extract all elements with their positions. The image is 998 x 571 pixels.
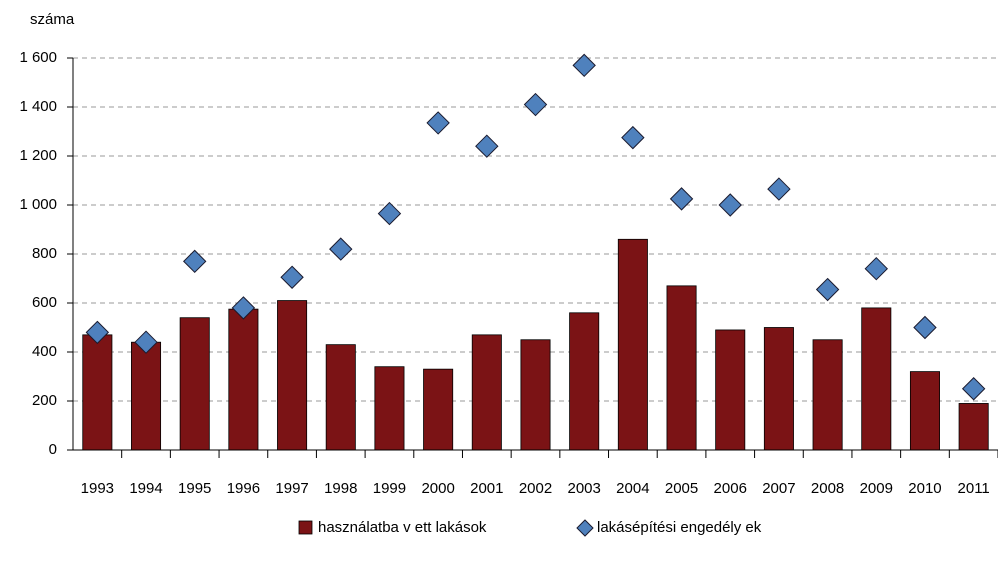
diamond-marker [280, 265, 304, 289]
x-tick-label: 1994 [129, 480, 162, 497]
diamond-marker [621, 125, 645, 150]
bar [520, 339, 551, 451]
diamond-marker [231, 296, 256, 320]
bar [325, 344, 356, 451]
y-tick-label: 600 [32, 294, 57, 311]
diamond-marker [523, 92, 548, 117]
bar [617, 238, 648, 451]
x-tick-label: 1995 [178, 480, 211, 497]
x-tick-label: 2003 [567, 480, 600, 497]
y-tick-label: 1 400 [19, 98, 57, 115]
diamond-marker [134, 330, 158, 354]
bar [374, 366, 405, 451]
legend-swatch [576, 519, 594, 537]
x-tick-label: 2000 [421, 480, 454, 497]
legend-label: használatba v ett lakások [318, 519, 487, 536]
bar [715, 329, 746, 451]
y-tick-label: 1 000 [19, 196, 57, 213]
diamond-marker [183, 249, 207, 274]
x-tick-label: 1996 [227, 480, 260, 497]
diamond-marker [864, 256, 888, 281]
y-axis-label: száma [30, 11, 75, 28]
diamond-marker [669, 187, 694, 211]
y-tick-label: 200 [32, 392, 57, 409]
x-tick-label: 1998 [324, 480, 357, 497]
x-tick-label: 1993 [81, 480, 114, 497]
x-tick-label: 2001 [470, 480, 503, 497]
legend-swatch [298, 520, 313, 535]
diamond-marker [475, 134, 499, 158]
bar [277, 300, 308, 451]
diamond-marker [913, 315, 937, 340]
bar [909, 371, 940, 451]
bar [763, 327, 794, 451]
bar [228, 308, 259, 451]
diamond-marker [572, 53, 596, 78]
bar [958, 403, 989, 451]
diamond-marker [426, 111, 450, 135]
y-tick-label: 800 [32, 245, 57, 262]
diamond-marker [377, 201, 402, 226]
y-tick-label: 400 [32, 343, 57, 360]
x-tick-label: 2002 [519, 480, 552, 497]
bar [471, 334, 502, 451]
diamond-marker [718, 193, 742, 217]
legend-label: lakásépítési engedély ek [597, 519, 762, 536]
y-tick-label: 0 [49, 441, 57, 458]
bar [179, 317, 210, 451]
bar [131, 341, 162, 451]
x-tick-label: 2011 [958, 480, 990, 497]
bar [666, 285, 697, 451]
bar [569, 312, 600, 451]
bar [82, 334, 113, 451]
bar [812, 339, 843, 451]
diamond-marker [815, 277, 840, 302]
x-tick-label: 2007 [762, 480, 795, 497]
x-tick-label: 2006 [714, 480, 747, 497]
x-tick-label: 1997 [275, 480, 308, 497]
x-tick-label: 2010 [908, 480, 941, 497]
y-tick-label: 1 200 [19, 147, 57, 164]
diamond-marker [85, 320, 110, 345]
x-tick-label: 2005 [665, 480, 698, 497]
x-tick-label: 2009 [860, 480, 893, 497]
diamond-marker [767, 177, 791, 201]
x-tick-label: 2004 [616, 480, 649, 497]
diamond-marker [961, 377, 986, 401]
bar [861, 307, 892, 451]
bar [423, 368, 454, 451]
x-tick-label: 2008 [811, 480, 844, 497]
y-tick-label: 1 600 [19, 49, 57, 66]
diamond-marker [329, 237, 353, 261]
x-tick-label: 1999 [373, 480, 406, 497]
